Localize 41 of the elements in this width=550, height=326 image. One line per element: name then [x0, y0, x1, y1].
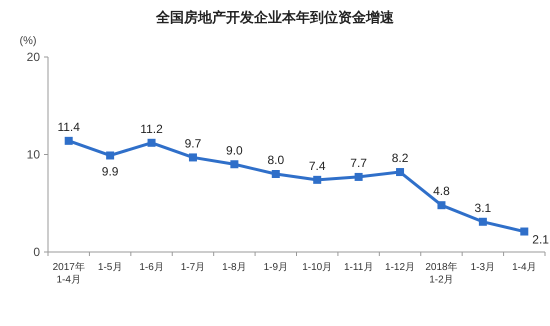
point [354, 172, 363, 181]
x-tick-label: 1-3月 [470, 262, 496, 273]
data-label: 9.9 [102, 164, 119, 178]
point [106, 151, 114, 160]
data-label: 11.2 [140, 122, 164, 136]
data-label: 7.4 [308, 158, 326, 173]
x-tick-label: 1-6月 [139, 262, 164, 273]
point [188, 153, 197, 162]
data-label: 11.4 [57, 120, 80, 134]
data-label: 9.7 [184, 136, 202, 150]
x-tick-label: 1-4月 [512, 262, 537, 273]
point [64, 136, 73, 145]
y-tick-label: 20 [26, 50, 40, 64]
point [313, 176, 322, 184]
x-tick-label: 2018年 1-2月 [425, 261, 458, 286]
point [437, 201, 446, 210]
y-tick-label: 10 [26, 148, 40, 162]
data-label: 8.2 [392, 151, 409, 166]
data-label: 8.0 [267, 153, 284, 167]
point [148, 138, 156, 147]
data-label: 4.8 [433, 184, 450, 198]
x-tick-label: 1-11月 [344, 262, 374, 273]
chart-title: 全国房地产开发企业本年到位资金增速 [155, 9, 395, 25]
x-tick-label: 1-5月 [98, 262, 122, 273]
x-tick-label: 1-9月 [264, 262, 288, 273]
x-tick-label: 1-12月 [385, 262, 416, 273]
point [396, 168, 404, 176]
x-tick-label: 1-8月 [222, 262, 247, 273]
data-label: 9.0 [226, 143, 244, 158]
x-tick-label: 2017年 1-4月 [52, 261, 85, 286]
point [478, 218, 487, 226]
x-tick-label: 1-10月 [302, 262, 332, 273]
data-label: 7.7 [350, 156, 368, 170]
data-label: 3.1 [474, 200, 492, 215]
point [230, 160, 238, 168]
x-tick-label: 1-7月 [180, 262, 206, 273]
data-label: 2.1 [532, 232, 550, 247]
y-axis-title: (%) [19, 35, 37, 47]
y-tick-label: 0 [33, 245, 40, 259]
point [272, 170, 280, 178]
point [520, 228, 528, 236]
